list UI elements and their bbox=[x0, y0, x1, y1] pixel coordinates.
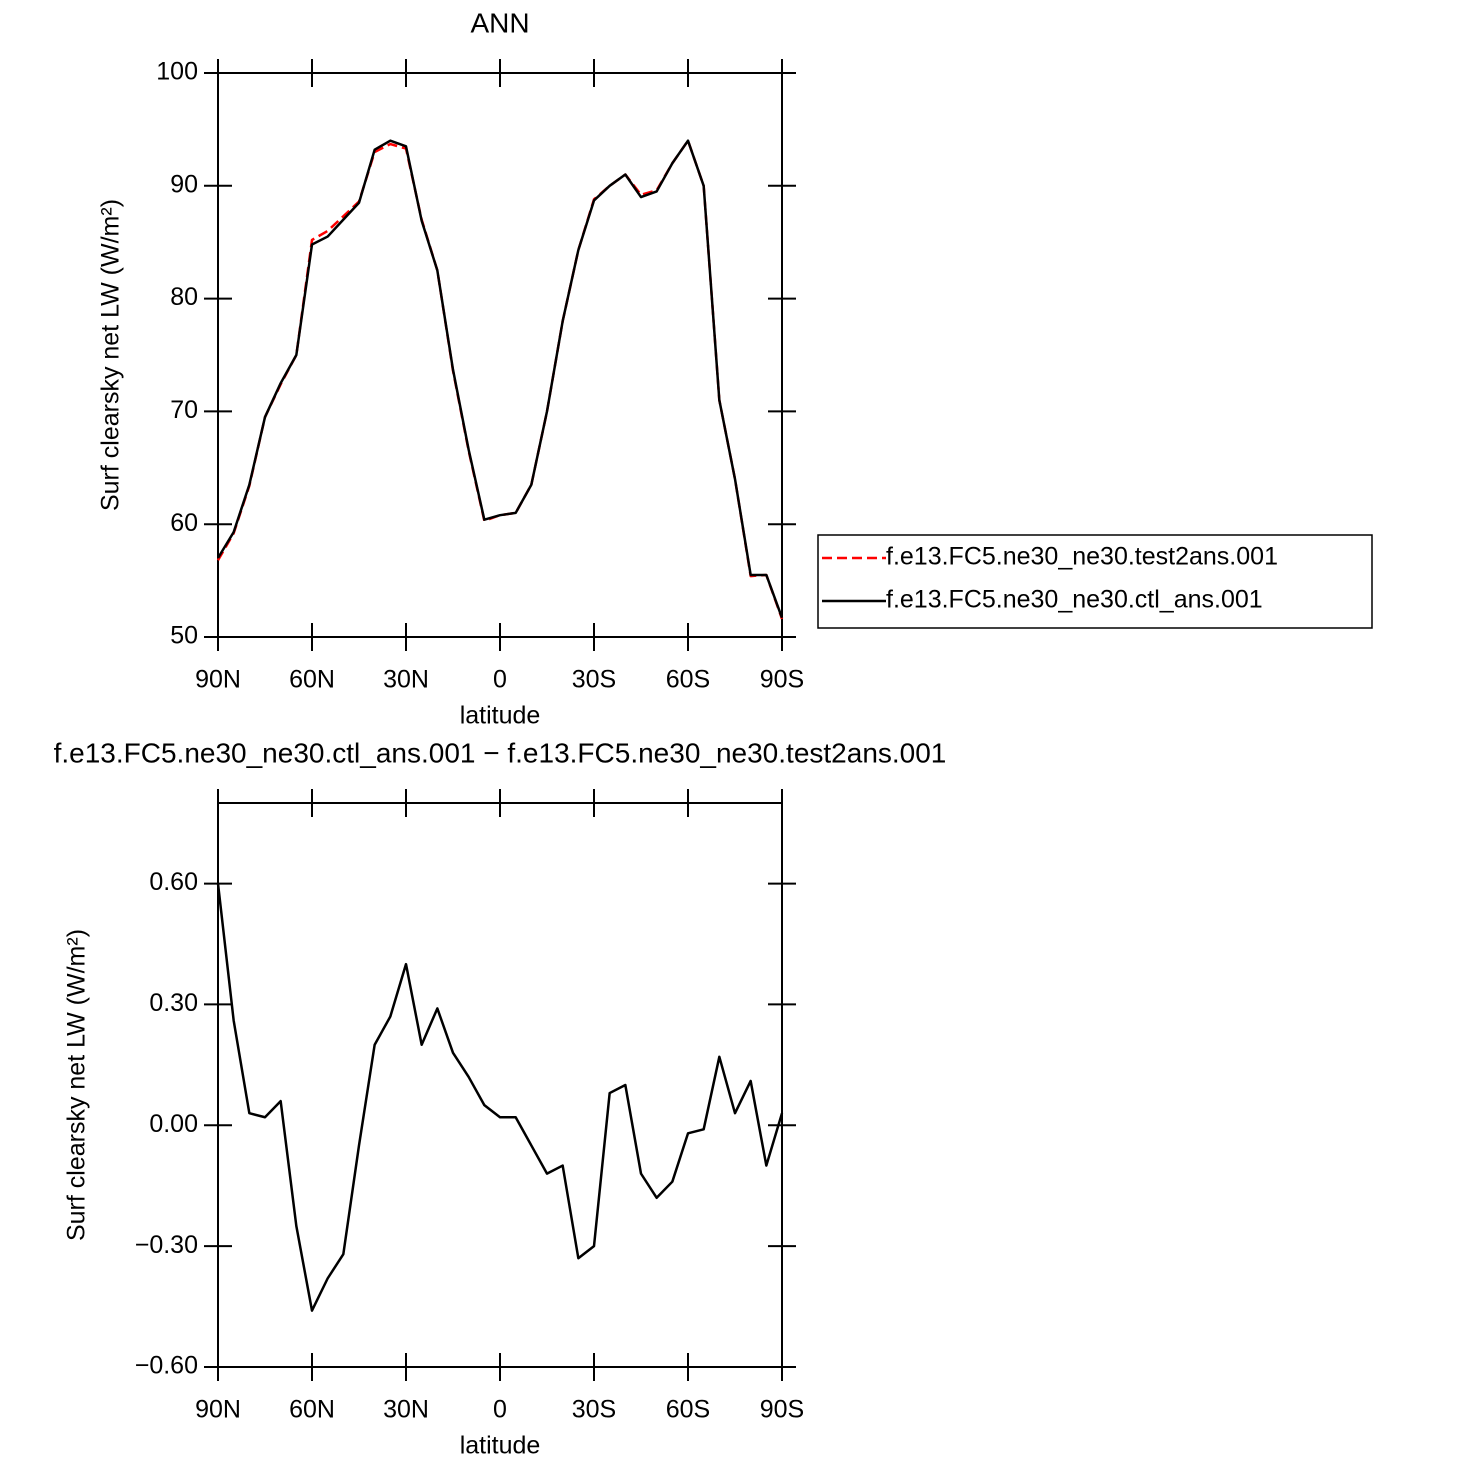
legend-box bbox=[817, 534, 1373, 629]
x-axis-label: latitude bbox=[460, 1432, 541, 1460]
x-tick-label: 30N bbox=[383, 1396, 429, 1424]
series-line bbox=[216, 139, 784, 619]
legend-label: f.e13.FC5.ne30_ne30.test2ans.001 bbox=[886, 543, 1278, 571]
y-tick-label: 60 bbox=[170, 509, 198, 537]
y-tick-label: −0.60 bbox=[135, 1352, 198, 1380]
chart-title: ANN bbox=[470, 7, 529, 38]
plot-frame bbox=[217, 802, 783, 1368]
x-tick-label: 0 bbox=[493, 666, 507, 694]
x-tick-label: 90S bbox=[760, 666, 804, 694]
x-tick-label: 90S bbox=[760, 1396, 804, 1424]
y-axis-label: Surf clearsky net LW (W/m²) bbox=[63, 929, 91, 1241]
y-tick-label: 0.60 bbox=[149, 868, 198, 896]
x-axis-label: latitude bbox=[460, 702, 541, 730]
x-tick-label: 90N bbox=[195, 1396, 241, 1424]
x-tick-label: 90N bbox=[195, 666, 241, 694]
y-tick-label: 0.00 bbox=[149, 1110, 198, 1138]
y-tick-label: 50 bbox=[170, 622, 198, 650]
y-tick-label: 70 bbox=[170, 396, 198, 424]
y-tick-label: 90 bbox=[170, 170, 198, 198]
legend-label: f.e13.FC5.ne30_ne30.ctl_ans.001 bbox=[886, 586, 1263, 614]
x-tick-label: 60S bbox=[666, 1396, 710, 1424]
x-tick-label: 60S bbox=[666, 666, 710, 694]
chart-title: f.e13.FC5.ne30_ne30.ctl_ans.001 − f.e13.… bbox=[54, 737, 947, 768]
series-line bbox=[216, 883, 784, 1312]
x-tick-label: 30S bbox=[572, 1396, 616, 1424]
x-tick-label: 60N bbox=[289, 666, 335, 694]
x-tick-label: 30S bbox=[572, 666, 616, 694]
y-tick-label: 100 bbox=[156, 58, 198, 86]
y-tick-label: 80 bbox=[170, 283, 198, 311]
y-axis-label: Surf clearsky net LW (W/m²) bbox=[97, 199, 125, 511]
x-tick-label: 30N bbox=[383, 666, 429, 694]
y-tick-label: −0.30 bbox=[135, 1231, 198, 1259]
plot-frame bbox=[217, 72, 783, 638]
x-tick-label: 60N bbox=[289, 1396, 335, 1424]
series-line bbox=[216, 139, 784, 620]
y-tick-label: 0.30 bbox=[149, 989, 198, 1017]
x-tick-label: 0 bbox=[493, 1396, 507, 1424]
